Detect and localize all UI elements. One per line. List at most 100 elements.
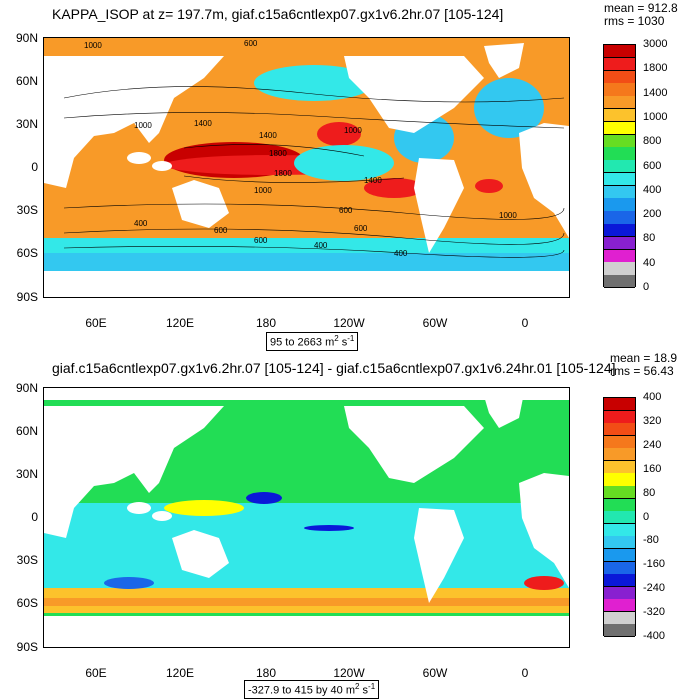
panel2-title: giaf.c15a6cntlexp07.gx1v6.2hr.07 [105-12…: [52, 360, 616, 376]
panel2-colorbar-tick-label: 0: [643, 510, 650, 523]
panel2-range-text: -327.9 to 415 by 40: [248, 684, 343, 697]
panel1-contour-label: 400: [314, 241, 328, 250]
panel2-arctic-blank: [44, 388, 569, 400]
panel2-southern-band-2: [44, 598, 569, 606]
panel2-mean: mean = 18.9: [610, 351, 678, 365]
panel1-contour-label: 600: [354, 224, 368, 233]
panel1-lat-label: 30S: [16, 203, 38, 217]
panel2-colorbar-tick-label: -240: [643, 582, 666, 595]
panel2-yellow-eq: [164, 500, 244, 516]
panel1-title: KAPPA_ISOP at z= 197.7m, giaf.c15a6cntle…: [52, 6, 504, 22]
panel1-colorbar-tick-label: 600: [643, 159, 662, 172]
panel1-contour-7: [63, 246, 565, 258]
panel2-range-units: m: [345, 684, 356, 697]
panel1-land-namerica: [344, 56, 484, 133]
panel2-map: [43, 387, 570, 648]
panel1-colorbar-swatch: [604, 262, 635, 276]
panel2-blue-south: [104, 577, 154, 589]
panel1-lat-label: 30N: [15, 117, 38, 131]
panel2-land: [44, 393, 569, 603]
panel1-colorbar-swatch: [604, 275, 635, 289]
panel2-antarctica: [44, 616, 569, 647]
panel1-range-box: 95 to 2663 m2 s-1: [266, 332, 359, 351]
panel2-land-asia: [44, 406, 224, 538]
panel2-land-greenland: [484, 393, 524, 428]
panel1-colorbar-swatch: [604, 70, 635, 84]
panel2-tropics: [44, 503, 569, 588]
panel1-lat-label: 90N: [15, 31, 38, 45]
panel1-contour-label: 1000: [254, 186, 272, 195]
panel1-contour-label: 600: [339, 206, 353, 215]
panel2-range-units-tail: s: [359, 684, 369, 697]
panel2-lat-label: 90N: [15, 381, 38, 395]
panel2-lat-label: 30S: [16, 553, 38, 567]
panel1-lat-label: 0: [31, 160, 38, 174]
panel1-southern-ocean-2: [44, 238, 569, 253]
panel1-colorbar-swatch: [604, 147, 635, 161]
panel2-colorbar-tick-label: -320: [643, 606, 666, 619]
panel2-colorbar-swatch: [604, 410, 635, 424]
panel2-blue-patch: [246, 492, 282, 504]
panel1-colorbar-swatch: [604, 198, 635, 212]
panel1-lat-label: 60N: [15, 74, 38, 88]
panel2-colorbar-swatch: [604, 423, 635, 437]
panel1-colorbar-swatch: [604, 57, 635, 72]
panel1-colorbar-tick-label: 1400: [643, 86, 668, 99]
panel2-colorbar-swatch: [604, 486, 635, 500]
panel1-lat-label: 60S: [16, 246, 38, 260]
panel2-land-newguinea: [152, 511, 172, 521]
panel1-colorbar-tick-label: 1800: [643, 62, 668, 75]
panel1-colorbar-swatch: [604, 185, 635, 199]
panel2-colorbar-tick-label: -400: [643, 630, 666, 642]
panel2-range-units-tail-exp: -1: [368, 682, 376, 691]
panel1-contour-label: 1800: [269, 149, 287, 158]
panel1-contour-6: [63, 228, 565, 245]
panel2-lat-label: 60N: [15, 424, 38, 438]
panel2-colorbar-tick-label: 240: [643, 438, 662, 451]
panel1-colorbar-swatch: [604, 121, 635, 136]
panel2-colorbar: [603, 397, 636, 638]
panel2-land-namerica: [344, 406, 484, 483]
panel1-colorbar-tick-label: 0: [643, 281, 650, 293]
panel2-colorbar-swatch: [604, 548, 635, 563]
panel1-lon-label: 120E: [165, 316, 195, 330]
panel2-land-borneo: [127, 502, 151, 514]
panel2-colorbar-swatch: [604, 523, 635, 537]
panel1-range-units-tail-exp: -1: [347, 334, 355, 343]
panel2-colorbar-tick-label: 80: [643, 486, 656, 499]
panel1-colorbar: [603, 44, 636, 289]
panel1-colorbar-tick-label: 80: [643, 232, 656, 245]
panel1-contour-label: 1000: [134, 121, 152, 130]
panel1-land-greenland: [484, 43, 524, 78]
panel1-contour-label: 1000: [499, 211, 517, 220]
panel1-mean: mean = 912.8: [604, 1, 678, 15]
panel1-contours: [63, 86, 565, 258]
panel1-contour-3: [183, 144, 365, 157]
panel1-contour-4: [183, 175, 405, 183]
panel1-range-units-exp: 2: [334, 334, 339, 343]
panel1-contour-5: [63, 203, 565, 220]
panel2-colorbar-swatch: [604, 586, 635, 600]
panel1-red-patch-north: [317, 122, 361, 146]
panel1-land-asia: [44, 56, 224, 188]
panel1-colorbar-tick-label: 3000: [643, 38, 668, 50]
panel1-red-patch-se: [364, 178, 424, 198]
panel1-contour-2: [63, 112, 565, 129]
panel2-colorbar-swatch: [604, 448, 635, 462]
panel1-cyan-natl: [474, 78, 544, 138]
panel1-contour-label: 600: [214, 226, 228, 235]
panel2-colorbar-swatch: [604, 435, 635, 449]
panel2-colorbar-labels: 400 320 240 160 80 0 -80 -160 -240 -320 -400: [643, 390, 693, 650]
panel1-lon-label: 60W: [422, 316, 448, 330]
panel2-colorbar-swatch: [604, 624, 635, 638]
panel1-cyan-eq-east: [294, 145, 394, 181]
panel1-land-borneo: [127, 152, 151, 164]
panel1-ocean-fill: [44, 38, 569, 297]
panel1-lon-label: 60E: [85, 316, 107, 330]
panel1-colorbar-swatch: [604, 108, 635, 123]
panel1-colorbar-swatch: [604, 83, 635, 97]
panel2-lon-label: 180: [255, 666, 277, 680]
panel1-red-patch-atl: [475, 179, 503, 193]
panel1-colorbar-labels: 3000 1800 1400 1000 800 600 400 200 80 40 0: [643, 37, 693, 297]
